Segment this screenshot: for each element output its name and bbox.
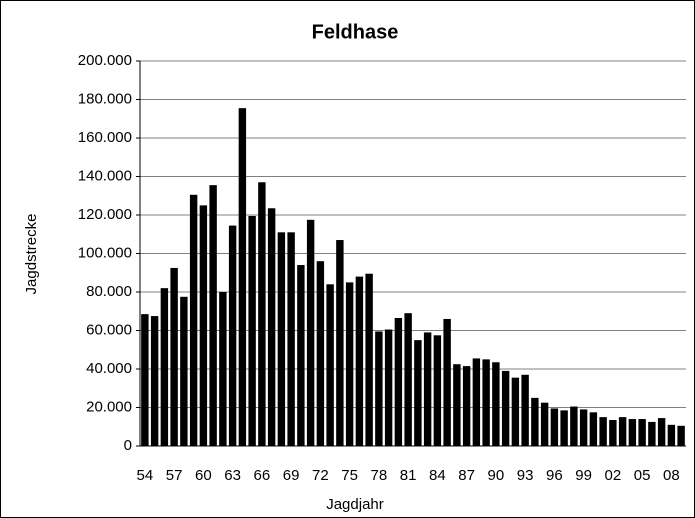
bar [453,364,461,446]
y-tick-label: 60.000 [86,321,132,338]
bar [297,265,305,446]
x-tick-label: 72 [312,467,329,484]
y-tick-label: 20.000 [86,398,132,415]
bar [550,408,559,446]
bar [648,421,656,446]
bar [492,362,500,446]
x-tick-label: 57 [166,467,183,484]
bar [501,370,510,446]
bar [638,419,646,446]
x-tick-label: 93 [517,467,534,484]
x-tick-label: 81 [400,467,417,484]
bar [531,397,539,446]
bar [384,329,393,446]
bar [238,108,247,446]
y-tick-label: 80.000 [86,283,132,300]
x-tick-label: 66 [254,467,271,484]
y-tick-label: 200.000 [78,52,132,69]
bar [579,409,588,446]
bar [628,419,637,446]
bar [355,276,364,446]
bar [433,335,442,446]
bar [287,232,295,446]
bar [199,205,208,446]
bar [150,316,159,446]
y-tick-label: 100.000 [78,244,132,261]
x-tick-label: 96 [546,467,563,484]
bar [443,318,451,446]
bar [228,225,237,446]
y-axis-title: Jagdstrecke [23,214,40,295]
bar [667,424,676,446]
y-tick-label: 140.000 [78,167,132,184]
x-tick-label: 60 [195,467,212,484]
bar [160,288,169,446]
bar [316,261,325,446]
bar [657,418,666,446]
bar [472,358,481,446]
bar [423,332,432,446]
bar [267,208,276,446]
bar [589,412,598,446]
bar [219,292,227,446]
bar [336,240,344,446]
y-tick-label: 40.000 [86,360,132,377]
bar [306,219,315,446]
bar [599,417,607,446]
bar [248,215,256,446]
y-tick-label: 0 [124,437,132,454]
bar [189,194,198,446]
bar [180,296,188,446]
y-tick-label: 180.000 [78,90,132,107]
y-tick-label: 120.000 [78,206,132,223]
bar [209,185,217,446]
x-tick-label: 05 [634,467,651,484]
bar [618,417,627,446]
chart-title: Feldhase [312,21,399,43]
bar [141,314,149,446]
bar [570,406,578,446]
bar [560,410,568,446]
bar [277,232,286,446]
bar [345,282,354,446]
bar [404,313,412,446]
bar [677,425,685,446]
x-tick-label: 87 [458,467,475,484]
bar [365,273,373,446]
x-tick-label: 84 [429,467,446,484]
bar [414,340,422,446]
bar [609,420,617,446]
x-axis-title: Jagdjahr [326,496,384,513]
x-tick-label: 08 [663,467,680,484]
bar [170,267,178,446]
x-tick-label: 02 [605,467,622,484]
x-tick-label: 78 [371,467,388,484]
bar [482,359,490,446]
bar [521,374,529,446]
bar [258,182,266,446]
y-tick-label: 160.000 [78,129,132,146]
x-tick-label: 99 [575,467,592,484]
bar [511,377,520,446]
x-tick-label: 75 [341,467,358,484]
bar [326,284,334,446]
bar [394,317,403,446]
bar [375,331,383,446]
bar [462,366,471,446]
x-tick-label: 90 [488,467,505,484]
x-tick-label: 63 [224,467,241,484]
x-tick-label: 69 [283,467,300,484]
bar [540,402,549,446]
x-tick-label: 54 [137,467,154,484]
